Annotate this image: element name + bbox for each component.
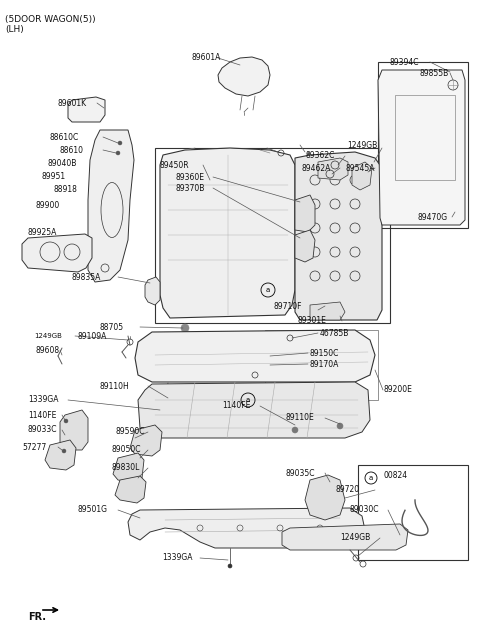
Text: a: a — [369, 475, 373, 481]
Text: 89608: 89608 — [35, 345, 59, 354]
Text: 89710F: 89710F — [273, 301, 301, 310]
Polygon shape — [145, 277, 160, 305]
Polygon shape — [295, 230, 315, 262]
Text: 89360E: 89360E — [175, 173, 204, 182]
Text: 89835A: 89835A — [71, 272, 100, 281]
Text: 89590C: 89590C — [115, 428, 144, 437]
Polygon shape — [113, 453, 144, 483]
Polygon shape — [218, 57, 270, 96]
Text: 89109A: 89109A — [78, 332, 108, 341]
Text: 89362C: 89362C — [305, 151, 335, 160]
Circle shape — [292, 427, 298, 433]
Text: 89462A: 89462A — [302, 164, 331, 173]
Polygon shape — [115, 476, 146, 503]
Text: 88610C: 88610C — [50, 133, 79, 142]
Text: 89720: 89720 — [335, 486, 359, 495]
Text: 1249GB: 1249GB — [340, 533, 370, 542]
Polygon shape — [378, 70, 465, 225]
Text: 46785B: 46785B — [320, 328, 349, 337]
Polygon shape — [305, 475, 345, 520]
Text: 89900: 89900 — [35, 200, 59, 209]
Text: 89035C: 89035C — [285, 468, 314, 477]
Text: 89301E: 89301E — [298, 316, 327, 325]
Text: FR.: FR. — [28, 612, 46, 622]
Text: 89170A: 89170A — [310, 359, 339, 368]
Polygon shape — [60, 410, 88, 450]
Text: 89601K: 89601K — [57, 99, 86, 108]
Polygon shape — [138, 382, 370, 438]
Polygon shape — [352, 162, 372, 190]
Text: 88918: 88918 — [53, 184, 77, 193]
Text: 89033C: 89033C — [28, 426, 58, 435]
Polygon shape — [160, 148, 295, 318]
Polygon shape — [128, 508, 365, 548]
Text: 89110E: 89110E — [285, 413, 314, 422]
Bar — [395, 95, 455, 180]
Polygon shape — [310, 302, 345, 320]
Text: 89370B: 89370B — [175, 184, 204, 193]
Text: 1140FE: 1140FE — [28, 410, 56, 419]
Text: 1140FE: 1140FE — [222, 401, 251, 410]
Circle shape — [337, 423, 343, 429]
Text: 1339GA: 1339GA — [162, 553, 192, 562]
Circle shape — [116, 151, 120, 155]
Text: 89855B: 89855B — [420, 68, 449, 77]
Circle shape — [118, 141, 122, 145]
Text: 88610: 88610 — [59, 146, 83, 155]
Circle shape — [181, 324, 189, 332]
Text: 89830L: 89830L — [112, 464, 140, 473]
Text: 89450R: 89450R — [160, 160, 190, 169]
Text: 88705: 88705 — [100, 323, 124, 332]
Text: 89501G: 89501G — [78, 506, 108, 515]
Text: 89030C: 89030C — [350, 506, 380, 515]
Text: 89951: 89951 — [42, 171, 66, 180]
Text: a: a — [246, 397, 250, 403]
Text: 1339GA: 1339GA — [28, 395, 59, 404]
Text: 89394C: 89394C — [390, 57, 420, 66]
Text: 89150C: 89150C — [310, 348, 339, 357]
Polygon shape — [45, 440, 76, 470]
Polygon shape — [318, 158, 348, 180]
Circle shape — [62, 449, 66, 453]
Polygon shape — [295, 152, 382, 320]
Text: 89545A: 89545A — [345, 164, 374, 173]
Bar — [378, 62, 468, 228]
Polygon shape — [135, 330, 375, 382]
Text: 89925A: 89925A — [28, 227, 58, 236]
Text: (LH): (LH) — [5, 25, 24, 34]
Polygon shape — [22, 234, 92, 272]
Text: 1249GB: 1249GB — [34, 333, 62, 339]
Polygon shape — [88, 130, 134, 282]
Text: 00824: 00824 — [383, 471, 407, 480]
Polygon shape — [68, 97, 105, 122]
Text: 89200E: 89200E — [383, 386, 412, 395]
Circle shape — [64, 419, 68, 423]
Polygon shape — [130, 425, 162, 456]
Text: 1249GB: 1249GB — [347, 140, 377, 149]
Text: 89050C: 89050C — [112, 446, 142, 455]
Text: 57277: 57277 — [22, 442, 46, 451]
Polygon shape — [295, 195, 315, 232]
Text: (5DOOR WAGON(5)): (5DOOR WAGON(5)) — [5, 15, 96, 24]
Text: 89110H: 89110H — [100, 381, 130, 390]
Text: 89601A: 89601A — [192, 53, 221, 61]
Text: 89040B: 89040B — [47, 158, 76, 167]
Text: a: a — [266, 287, 270, 293]
Circle shape — [228, 564, 232, 568]
Polygon shape — [282, 524, 408, 550]
Bar — [265, 330, 378, 400]
Text: 89470G: 89470G — [418, 213, 448, 222]
Bar — [358, 465, 468, 560]
Bar — [155, 148, 390, 323]
